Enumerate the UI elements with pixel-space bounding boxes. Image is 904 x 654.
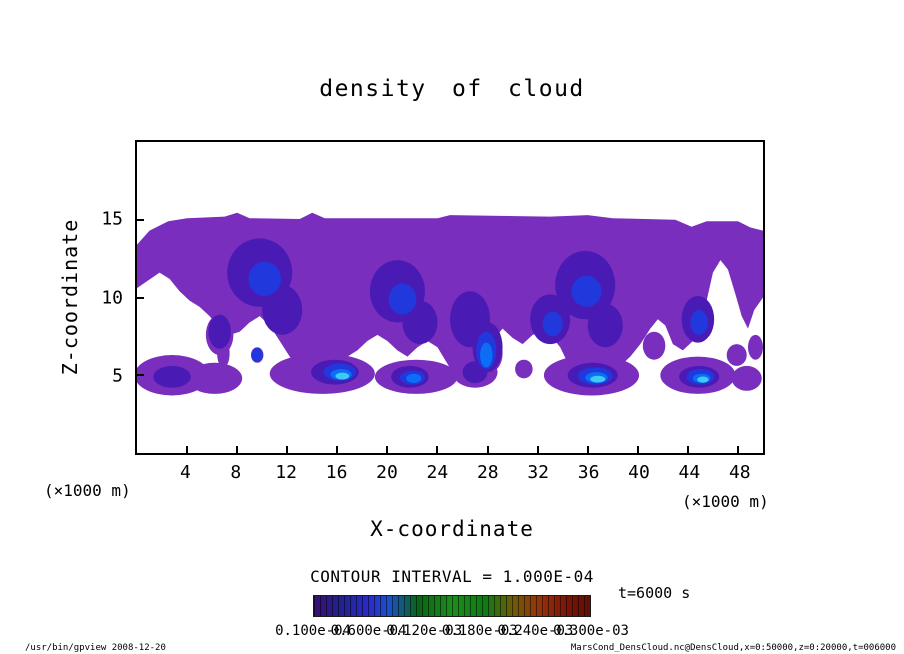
contour-island-level-1 — [515, 359, 533, 379]
x-tick-label: 24 — [426, 462, 449, 483]
footer-file-info: MarsCond_DensCloud.nc@DensCloud,x=0:5000… — [570, 643, 896, 653]
contour-island-level-1 — [642, 331, 666, 360]
contour-blob-level-4 — [480, 342, 493, 368]
contour-blob-level-2 — [262, 285, 303, 335]
x-tick-label: 12 — [275, 462, 298, 483]
chart-title: density of cloud — [319, 76, 585, 102]
y-tick-mark — [137, 374, 144, 377]
contour-island-level-1 — [726, 344, 747, 366]
y-tick-label: 15 — [101, 208, 123, 230]
contour-island-level-1 — [747, 334, 763, 360]
x-tick-label: 48 — [728, 462, 751, 483]
colorbar-tick-label: 0.120e-03 — [386, 623, 463, 639]
y-tick-label: 5 — [112, 365, 123, 387]
contour-blob-level-5 — [697, 376, 709, 383]
contour-blob-level-2 — [153, 365, 191, 388]
x-tick-label: 4 — [179, 462, 191, 483]
colorbar-tick-label: 0.100e-04 — [275, 623, 351, 639]
time-label: t=6000 s — [618, 584, 691, 602]
x-tick-mark — [536, 446, 539, 453]
x-tick-label: 44 — [678, 462, 701, 483]
contour-interval-label: CONTOUR INTERVAL = 1.000E-04 — [310, 567, 594, 586]
contour-surface-level-1 — [187, 362, 243, 394]
contour-surface-level-1 — [731, 365, 762, 391]
contour-blob-level-4 — [406, 373, 422, 384]
contour-blob-level-3 — [251, 348, 263, 363]
x-tick-mark — [736, 446, 739, 453]
x-axis-label: X-coordinate — [370, 517, 534, 541]
plot-area — [135, 140, 765, 455]
contour-blob-level-3 — [248, 261, 281, 296]
contour-blob-level-5 — [590, 375, 606, 383]
x-tick-label: 36 — [577, 462, 600, 483]
x-tick-label: 28 — [476, 462, 499, 483]
x-tick-mark — [636, 446, 639, 453]
y-axis-label: Z-coordinate — [58, 218, 82, 376]
x-tick-mark — [236, 446, 239, 453]
x-tick-mark — [486, 446, 489, 453]
contour-blob-level-2 — [587, 303, 623, 348]
colorbar-tick-labels: 0.100e-04 0.600e-04 0.120e-03 0.180e-03 0.24… — [275, 623, 629, 641]
colorbar-tick-label: 0.240e-03 — [497, 623, 574, 639]
x-axis-tick-labels: 4 8 12 16 20 24 28 32 36 40 44 48 — [135, 462, 765, 486]
x-tick-mark — [186, 446, 189, 453]
contour-band-level-1 — [137, 212, 763, 382]
y-axis-unit-label: (×1000 m) — [44, 481, 131, 500]
contour-hole — [178, 327, 204, 362]
contour-blob-level-2 — [462, 361, 488, 384]
x-tick-mark — [386, 446, 389, 453]
contour-blob-level-2 — [208, 314, 231, 349]
x-tick-mark — [686, 446, 689, 453]
y-tick-label: 10 — [101, 287, 123, 308]
contour-blob-level-5 — [335, 372, 350, 380]
contour-blob-level-3 — [571, 275, 602, 307]
colorbar-tick-label: 0.300e-03 — [553, 623, 629, 639]
contour-blob-level-2 — [402, 300, 438, 345]
x-axis-unit-label: (×1000 m) — [682, 492, 769, 511]
x-tick-mark — [436, 446, 439, 453]
y-tick-mark — [137, 218, 144, 221]
x-tick-label: 40 — [628, 462, 650, 483]
colorbar — [313, 595, 591, 617]
x-tick-mark — [286, 446, 289, 453]
y-axis-tick-labels: 5 10 15 — [85, 140, 129, 455]
contour-blob-level-3 — [542, 311, 563, 337]
footer-command-line: /usr/bin/gpview 2008-12-20 — [25, 643, 166, 653]
y-tick-mark — [137, 296, 144, 299]
contour-field — [137, 212, 763, 396]
x-tick-label: 16 — [325, 462, 348, 483]
x-tick-mark — [586, 446, 589, 453]
contour-blob-level-3 — [690, 309, 708, 335]
x-tick-label: 8 — [230, 462, 242, 483]
x-tick-mark — [336, 446, 339, 453]
colorbar-tick-label: 0.180e-03 — [441, 623, 518, 639]
colorbar-tick-label: 0.600e-04 — [330, 623, 407, 639]
x-tick-label: 32 — [527, 462, 550, 483]
x-tick-label: 20 — [376, 462, 398, 483]
contour-blob-level-3 — [388, 283, 417, 315]
